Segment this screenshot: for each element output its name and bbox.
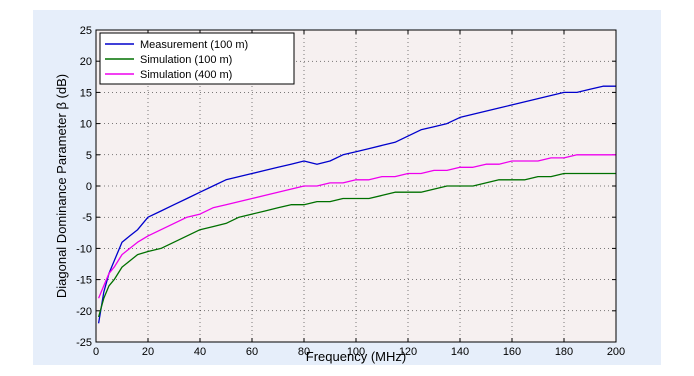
- y-tick-label: 0: [86, 181, 92, 193]
- legend-label: Measurement (100 m): [140, 39, 248, 51]
- x-tick-label: 100: [347, 346, 365, 358]
- y-tick-label: -25: [76, 337, 92, 349]
- y-tick-label: -20: [76, 306, 92, 318]
- x-tick-label: 20: [142, 346, 154, 358]
- x-axis-title: Frequency (MHz): [306, 349, 406, 364]
- x-tick-label: 80: [298, 346, 310, 358]
- ticks: 0 20 40 60 80 100 120 140 160 180 200-25-20-15-10-…: [76, 25, 625, 358]
- x-tick-label: 120: [399, 346, 417, 358]
- plot-frame: [95, 29, 617, 343]
- y-tick-label: 20: [80, 56, 92, 68]
- x-tick-label: 60: [246, 346, 258, 358]
- y-tick-label: -10: [76, 243, 92, 255]
- x-tick-label: 180: [555, 346, 573, 358]
- x-tick-label: 160: [503, 346, 521, 358]
- x-tick-label: 140: [451, 346, 469, 358]
- x-tick-label: 0: [93, 346, 99, 358]
- y-tick-label: -15: [76, 275, 92, 287]
- y-axis-title: Diagonal Dominance Parameter β (dB): [54, 74, 69, 298]
- series-line-1: [97, 85, 616, 324]
- x-tick-label: 200: [607, 346, 625, 358]
- legend-label: Simulation (100 m): [140, 54, 232, 66]
- series-line-2: [97, 172, 616, 318]
- series-lines: [97, 85, 616, 324]
- y-tick-label: 5: [86, 150, 92, 162]
- y-tick-label: 25: [80, 25, 92, 37]
- legend-label: Simulation (400 m): [140, 69, 232, 81]
- y-tick-label: 10: [80, 119, 92, 131]
- legend: Measurement (100 m) Simulation (100 m) Sim…: [99, 32, 295, 85]
- x-tick-label: 40: [194, 346, 206, 358]
- y-tick-label: -5: [82, 212, 92, 224]
- series-line-3: [97, 154, 616, 299]
- y-tick-label: 15: [80, 87, 92, 99]
